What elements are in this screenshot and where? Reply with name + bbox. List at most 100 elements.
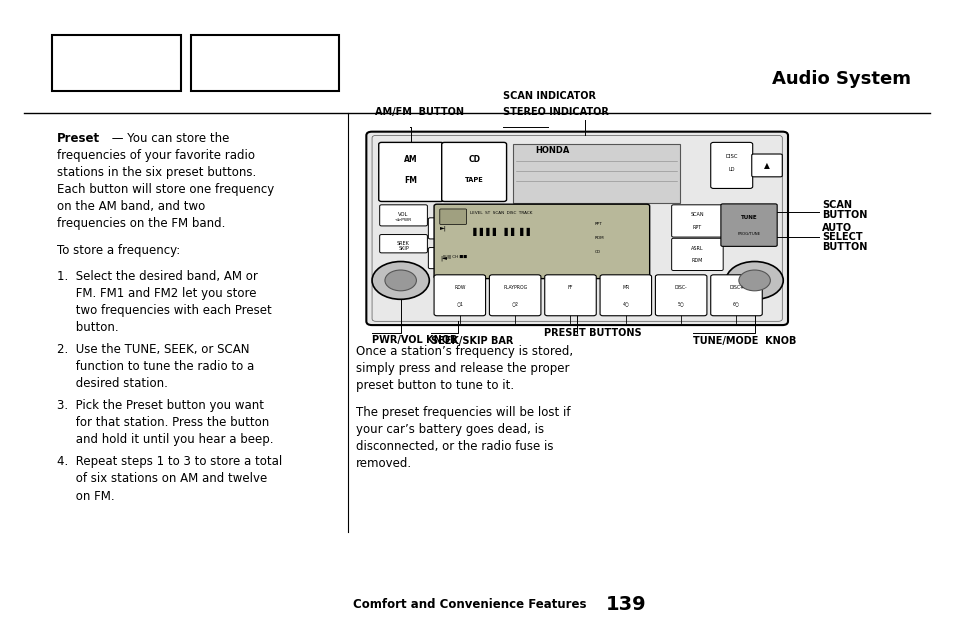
Text: removed.: removed.: [355, 457, 412, 470]
FancyBboxPatch shape: [720, 204, 777, 246]
Text: TUNE/MODE  KNOB: TUNE/MODE KNOB: [692, 336, 795, 346]
Bar: [52, 35, 181, 91]
Text: FM: FM: [404, 176, 417, 185]
FancyBboxPatch shape: [439, 209, 466, 224]
Text: MR: MR: [621, 285, 629, 290]
Text: HONDA: HONDA: [535, 146, 569, 155]
FancyBboxPatch shape: [671, 238, 722, 270]
Text: ►|: ►|: [439, 226, 447, 231]
Text: disconnected, or the radio fuse is: disconnected, or the radio fuse is: [355, 440, 553, 453]
Text: PLAYPROG: PLAYPROG: [502, 285, 527, 290]
Text: ASRL: ASRL: [690, 246, 703, 251]
Text: frequencies of your favorite radio: frequencies of your favorite radio: [57, 149, 255, 163]
FancyBboxPatch shape: [710, 275, 761, 316]
Text: SCAN: SCAN: [690, 212, 703, 217]
Text: RPT: RPT: [692, 225, 701, 230]
Text: CD: CD: [468, 155, 479, 164]
Text: on the AM band, and two: on the AM band, and two: [57, 200, 205, 214]
Text: TUNE: TUNE: [740, 215, 757, 220]
Text: ⊲⊳PWR: ⊲⊳PWR: [395, 218, 412, 222]
FancyBboxPatch shape: [655, 275, 706, 316]
Text: SCAN INDICATOR: SCAN INDICATOR: [502, 91, 595, 101]
Text: and hold it until you hear a beep.: and hold it until you hear a beep.: [57, 433, 274, 447]
Text: on FM.: on FM.: [57, 490, 114, 503]
FancyBboxPatch shape: [441, 142, 506, 202]
FancyBboxPatch shape: [599, 275, 651, 316]
Text: BUTTON: BUTTON: [821, 241, 867, 251]
Text: 6○: 6○: [732, 301, 740, 306]
Text: ▐▐▐▐  ▐▐ ▐▐: ▐▐▐▐ ▐▐ ▐▐: [470, 227, 530, 236]
Text: SCAN: SCAN: [821, 200, 851, 210]
Text: STEREO INDICATOR: STEREO INDICATOR: [502, 106, 608, 117]
Text: PROG/TUNE: PROG/TUNE: [737, 232, 760, 236]
Text: RDM: RDM: [691, 258, 702, 263]
Text: 139: 139: [605, 595, 646, 614]
Text: |◄: |◄: [439, 255, 447, 261]
Circle shape: [738, 270, 770, 291]
FancyBboxPatch shape: [710, 142, 752, 188]
Text: Each button will store one frequency: Each button will store one frequency: [57, 183, 274, 197]
Text: TAPE: TAPE: [464, 177, 483, 183]
Text: preset button to tune to it.: preset button to tune to it.: [355, 379, 514, 392]
Text: Once a station’s frequency is stored,: Once a station’s frequency is stored,: [355, 345, 573, 358]
Text: 3.  Pick the Preset button you want: 3. Pick the Preset button you want: [57, 399, 264, 413]
FancyBboxPatch shape: [428, 248, 458, 268]
Text: 1.  Select the desired band, AM or: 1. Select the desired band, AM or: [57, 270, 258, 284]
Text: To store a frequency:: To store a frequency:: [57, 244, 180, 257]
Circle shape: [725, 261, 782, 299]
Text: BUTTON: BUTTON: [821, 210, 867, 220]
Text: 5○: 5○: [677, 301, 684, 306]
Text: two frequencies with each Preset: two frequencies with each Preset: [57, 304, 272, 318]
Text: RDW: RDW: [454, 285, 465, 290]
Text: 4○: 4○: [621, 301, 629, 306]
Text: AM: AM: [404, 155, 417, 164]
Text: PWR/VOL KNOB: PWR/VOL KNOB: [372, 335, 456, 345]
Text: SELECT: SELECT: [821, 232, 862, 242]
Text: JJJJJJJJ CH ■■: JJJJJJJJ CH ■■: [442, 255, 467, 259]
Text: Comfort and Convenience Features: Comfort and Convenience Features: [353, 598, 586, 611]
Text: The preset frequencies will be lost if: The preset frequencies will be lost if: [355, 406, 570, 419]
Text: 2.  Use the TUNE, SEEK, or SCAN: 2. Use the TUNE, SEEK, or SCAN: [57, 343, 250, 357]
Text: button.: button.: [57, 321, 119, 335]
Text: of six stations on AM and twelve: of six stations on AM and twelve: [57, 472, 267, 486]
Text: frequencies on the FM band.: frequencies on the FM band.: [57, 217, 225, 231]
Text: PRESET BUTTONS: PRESET BUTTONS: [543, 328, 640, 338]
Text: your car’s battery goes dead, is: your car’s battery goes dead, is: [355, 423, 543, 436]
Text: SEEK/SKIP BAR: SEEK/SKIP BAR: [431, 336, 513, 346]
Text: ○1: ○1: [456, 301, 463, 306]
Text: function to tune the radio to a: function to tune the radio to a: [57, 360, 254, 374]
FancyBboxPatch shape: [671, 205, 722, 237]
FancyBboxPatch shape: [544, 275, 596, 316]
Text: for that station. Press the button: for that station. Press the button: [57, 416, 269, 430]
Text: — You can store the: — You can store the: [108, 132, 229, 146]
FancyBboxPatch shape: [434, 204, 649, 278]
FancyBboxPatch shape: [379, 205, 427, 226]
FancyBboxPatch shape: [434, 275, 485, 316]
FancyBboxPatch shape: [379, 234, 427, 253]
Text: desired station.: desired station.: [57, 377, 168, 391]
Text: SKIP: SKIP: [397, 246, 409, 251]
Text: CD: CD: [594, 250, 599, 254]
Text: FF: FF: [567, 285, 573, 290]
Text: FM. FM1 and FM2 let you store: FM. FM1 and FM2 let you store: [57, 287, 256, 301]
Text: LD: LD: [728, 167, 734, 172]
FancyBboxPatch shape: [489, 275, 540, 316]
Circle shape: [372, 261, 429, 299]
Text: RPT: RPT: [594, 222, 601, 226]
Text: ○2: ○2: [511, 301, 518, 306]
FancyBboxPatch shape: [366, 132, 787, 325]
Circle shape: [385, 270, 416, 291]
Text: VOL: VOL: [398, 212, 408, 217]
Text: LEVEL  ST  SCAN  DISC  TRACK: LEVEL ST SCAN DISC TRACK: [470, 211, 532, 215]
Text: simply press and release the proper: simply press and release the proper: [355, 362, 569, 375]
Text: DISC+: DISC+: [728, 285, 743, 290]
Text: ▲: ▲: [763, 161, 769, 170]
Text: stations in the six preset buttons.: stations in the six preset buttons.: [57, 166, 256, 180]
Text: 4.  Repeat steps 1 to 3 to store a total: 4. Repeat steps 1 to 3 to store a total: [57, 455, 282, 469]
Bar: [513, 144, 679, 203]
Text: Audio System: Audio System: [771, 70, 910, 88]
Text: DISC-: DISC-: [674, 285, 687, 290]
FancyBboxPatch shape: [378, 142, 443, 202]
Text: Preset: Preset: [57, 132, 100, 146]
Bar: [191, 35, 338, 91]
